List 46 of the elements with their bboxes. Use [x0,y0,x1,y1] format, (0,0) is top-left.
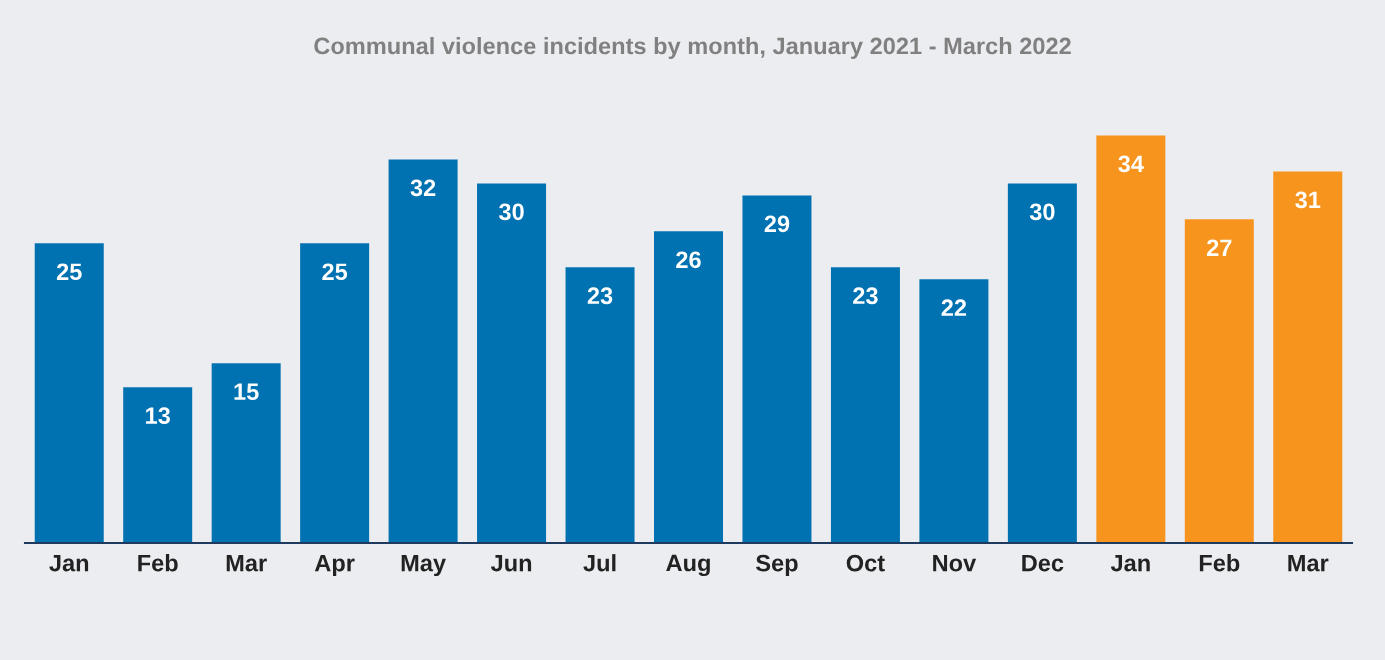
x-tick-label: Jun [490,554,532,572]
bar [388,159,458,543]
bar [1273,171,1343,543]
data-label: 27 [1206,239,1232,256]
data-label: 25 [56,263,82,281]
data-label: 23 [853,287,878,305]
bar [654,231,723,543]
bar [300,243,370,543]
data-label: 31 [1295,191,1321,209]
bar [565,267,635,543]
x-tick-label: Dec [1022,554,1064,572]
bar [34,243,104,543]
data-label: 34 [1118,155,1144,173]
bar [742,195,812,543]
data-label: 30 [498,203,524,221]
data-label: 25 [322,263,348,281]
x-tick-label: Mar [1288,554,1329,572]
x-tick-label: Jan [49,554,89,572]
data-label: 15 [234,383,259,400]
bar [1184,219,1254,543]
data-label: 22 [941,299,967,316]
x-tick-label: Apr [314,554,355,577]
x-tick-label: May [401,554,446,577]
data-label: 23 [587,287,613,305]
bar [123,387,193,543]
x-tick-label: Mar [226,554,267,572]
x-tick-label: Nov [933,554,977,572]
chart-title: Communal violence incidents by month, January 2021 - March 2022 [314,37,1071,59]
bar [1007,183,1077,543]
bar [919,279,989,543]
data-label: 30 [1029,203,1055,221]
bar [1096,135,1166,543]
x-tick-label: Jan [1110,554,1150,572]
x-tick-label: Feb [138,554,178,572]
data-label: 13 [146,407,170,424]
bar [477,183,547,543]
data-label: 29 [764,215,790,233]
x-tick-label: Jul [583,554,616,572]
data-label: 26 [676,251,701,269]
data-label: 32 [410,179,436,197]
x-tick-label: Aug [666,554,710,577]
x-tick-label: Sep [756,554,798,577]
x-tick-label: Feb [1199,554,1240,572]
x-tick-label: Oct [846,554,885,572]
bar [830,267,900,543]
bar [211,363,281,543]
